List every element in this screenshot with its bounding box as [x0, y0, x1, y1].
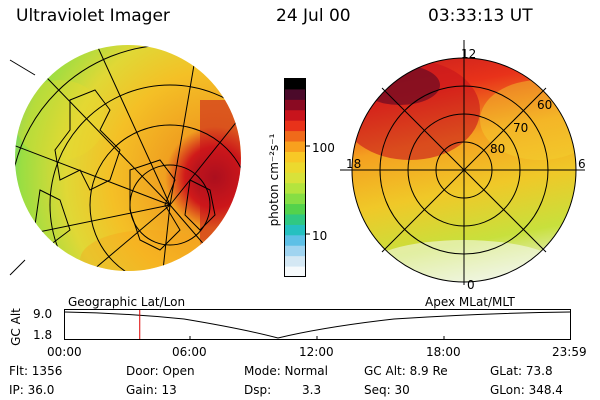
colorbar-stripe [285, 214, 305, 226]
geographic-caption: Geographic Lat/Lon [68, 295, 186, 309]
colorbar-tick-100: 100 [312, 141, 335, 155]
colorbar-stripe [285, 172, 305, 184]
geographic-aurora-image [9, 45, 241, 276]
mlt-label-dusk: 18 [346, 157, 362, 171]
colorbar-stripe [285, 120, 305, 132]
altitude-xtick-2359: 23:59 [552, 345, 587, 359]
colorbar-label: photon cm⁻²s⁻¹ [267, 133, 281, 227]
lat-label-60: 60 [537, 98, 553, 112]
info-mode: Mode: Normal [244, 364, 328, 378]
colorbar-stripe [285, 235, 305, 247]
image-date: 24 Jul 00 [276, 6, 351, 26]
colorbar-stripe [285, 183, 305, 195]
colorbar-stripe [285, 79, 305, 90]
info-door: Door: Open [126, 364, 195, 378]
info-gc-altitude: GC Alt: 8.9 Re [364, 364, 448, 378]
info-gain: Gain: 13 [126, 383, 177, 397]
lat-label-70: 70 [513, 121, 529, 135]
altitude-xtick-1200: 12:00 [299, 345, 334, 359]
altitude-plot [64, 309, 571, 340]
altitude-xtick-1800: 18:00 [426, 345, 461, 359]
mlat-mlt-polar-image [340, 40, 585, 285]
info-sequence: Seq: 30 [364, 383, 410, 397]
colorbar-stripe [285, 224, 305, 236]
colorbar-stripe [285, 204, 305, 215]
lat-label-80: 80 [490, 142, 506, 156]
colorbar-stripe [285, 162, 305, 174]
image-time: 03:33:13 UT [428, 6, 533, 26]
info-geo-longitude: GLon: 348.4 [490, 383, 563, 397]
colorbar-stripe [285, 110, 305, 122]
info-dsp-value: 3.3 [302, 383, 322, 397]
colorbar-stripe [285, 193, 305, 205]
altitude-ytick-top: 9.0 [33, 307, 53, 321]
colorbar-tick-10: 10 [312, 229, 328, 243]
mlt-label-dawn: 6 [578, 157, 586, 171]
altitude-xtick-0600: 06:00 [172, 345, 207, 359]
colorbar-stripe [285, 245, 305, 257]
colorbar-stripe [285, 141, 305, 153]
colorbar-stripe [285, 266, 305, 278]
mlt-label-midnight: 0 [467, 278, 475, 292]
colorbar-stripe [285, 89, 305, 101]
altitude-ylabel: GC Alt [9, 308, 23, 346]
info-flight: Flt: 1356 [9, 364, 63, 378]
colorbar-stripe [285, 151, 305, 163]
mlt-label-noon: 12 [461, 47, 477, 61]
altitude-ytick-bottom: 1.8 [33, 328, 53, 342]
apex-caption: Apex MLat/MLT [425, 295, 515, 309]
image-title: Ultraviolet Imager [16, 6, 170, 26]
colorbar-stripe [285, 99, 305, 111]
info-geo-latitude: GLat: 73.8 [490, 364, 553, 378]
altitude-xtick-0000: 00:00 [47, 345, 82, 359]
colorbar [284, 78, 310, 278]
info-ip: IP: 36.0 [9, 383, 55, 397]
colorbar-stripe [285, 256, 305, 268]
colorbar-stripe [285, 131, 305, 143]
info-dsp-label: Dsp: [244, 383, 272, 397]
